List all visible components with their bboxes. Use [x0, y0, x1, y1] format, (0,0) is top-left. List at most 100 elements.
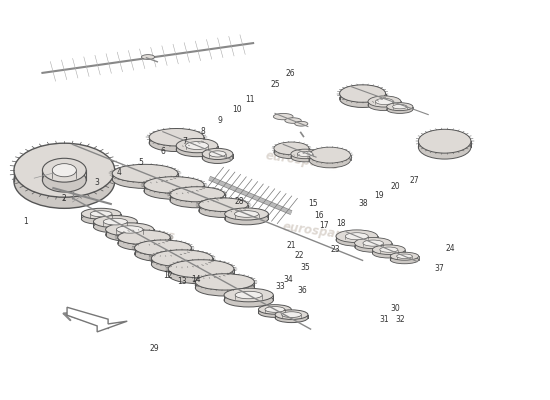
Ellipse shape: [151, 250, 213, 267]
Text: eurospares: eurospares: [101, 220, 176, 243]
Ellipse shape: [170, 187, 224, 202]
Ellipse shape: [199, 204, 248, 218]
Text: 35: 35: [300, 263, 310, 272]
Ellipse shape: [339, 85, 386, 102]
Text: 3: 3: [95, 178, 100, 187]
Ellipse shape: [103, 218, 128, 225]
Text: 26: 26: [285, 69, 295, 78]
Polygon shape: [67, 307, 127, 332]
Ellipse shape: [224, 288, 273, 302]
Text: 16: 16: [314, 211, 323, 220]
Ellipse shape: [235, 291, 262, 299]
Ellipse shape: [285, 118, 301, 123]
Ellipse shape: [118, 230, 170, 244]
Text: 36: 36: [298, 286, 307, 295]
Ellipse shape: [368, 100, 401, 111]
Ellipse shape: [355, 241, 392, 252]
Text: 22: 22: [295, 251, 304, 260]
Ellipse shape: [168, 266, 234, 284]
Ellipse shape: [355, 238, 392, 249]
Ellipse shape: [195, 274, 255, 290]
Text: 19: 19: [374, 191, 384, 200]
Ellipse shape: [336, 234, 378, 246]
Ellipse shape: [151, 256, 213, 273]
Text: 24: 24: [446, 244, 455, 253]
Ellipse shape: [209, 151, 226, 157]
Text: 27: 27: [410, 176, 419, 186]
Ellipse shape: [202, 148, 233, 160]
Ellipse shape: [135, 246, 191, 262]
Ellipse shape: [291, 149, 320, 159]
Text: 34: 34: [284, 275, 294, 284]
Ellipse shape: [387, 106, 413, 114]
Ellipse shape: [135, 240, 191, 256]
Ellipse shape: [393, 104, 407, 109]
Text: 28: 28: [235, 198, 244, 206]
Ellipse shape: [363, 240, 383, 246]
Ellipse shape: [372, 248, 405, 258]
Ellipse shape: [144, 183, 204, 199]
Text: 5: 5: [139, 158, 144, 167]
Text: 29: 29: [150, 344, 160, 354]
Text: 32: 32: [395, 315, 405, 324]
Text: 14: 14: [191, 275, 200, 284]
Ellipse shape: [274, 146, 309, 159]
Ellipse shape: [94, 221, 138, 233]
Ellipse shape: [141, 55, 155, 59]
Ellipse shape: [224, 293, 273, 307]
Ellipse shape: [345, 233, 368, 240]
Text: 23: 23: [331, 245, 340, 254]
Text: 17: 17: [320, 221, 329, 230]
Text: 20: 20: [390, 182, 400, 190]
Text: 10: 10: [232, 105, 241, 114]
Text: 18: 18: [336, 218, 345, 228]
Ellipse shape: [176, 138, 218, 153]
Text: 15: 15: [309, 200, 318, 208]
Text: 38: 38: [359, 200, 369, 208]
Text: 11: 11: [246, 95, 255, 104]
Ellipse shape: [118, 236, 170, 250]
Ellipse shape: [81, 214, 121, 224]
Text: 7: 7: [182, 137, 187, 146]
Ellipse shape: [291, 152, 320, 162]
Ellipse shape: [90, 211, 112, 217]
Ellipse shape: [81, 208, 121, 219]
Text: 21: 21: [287, 241, 296, 250]
Ellipse shape: [419, 129, 471, 153]
Text: 1: 1: [24, 217, 29, 226]
Text: eurospares: eurospares: [281, 220, 356, 243]
Text: 2: 2: [62, 194, 67, 202]
Ellipse shape: [168, 260, 234, 278]
Text: 9: 9: [218, 116, 223, 125]
Ellipse shape: [199, 198, 248, 212]
Ellipse shape: [380, 247, 398, 252]
Ellipse shape: [176, 142, 218, 157]
Text: 8: 8: [200, 127, 205, 136]
Ellipse shape: [234, 211, 258, 217]
Text: eurospares: eurospares: [265, 149, 340, 172]
Text: 33: 33: [276, 282, 285, 291]
Ellipse shape: [117, 226, 143, 233]
Ellipse shape: [368, 96, 401, 107]
Text: 30: 30: [390, 304, 400, 312]
Ellipse shape: [94, 216, 138, 228]
Ellipse shape: [339, 90, 386, 108]
Text: 13: 13: [177, 277, 187, 286]
Text: 37: 37: [434, 264, 444, 273]
Ellipse shape: [42, 158, 86, 182]
Ellipse shape: [258, 305, 292, 314]
Text: 6: 6: [161, 147, 165, 156]
Ellipse shape: [14, 143, 114, 197]
Ellipse shape: [275, 313, 308, 322]
Ellipse shape: [52, 164, 76, 177]
Ellipse shape: [397, 254, 412, 258]
Ellipse shape: [185, 142, 208, 150]
Ellipse shape: [390, 252, 419, 260]
Ellipse shape: [372, 245, 405, 254]
Ellipse shape: [274, 142, 309, 155]
Text: 25: 25: [270, 80, 280, 89]
Ellipse shape: [309, 147, 350, 163]
Ellipse shape: [106, 223, 154, 236]
Ellipse shape: [224, 208, 268, 220]
Ellipse shape: [258, 308, 292, 317]
